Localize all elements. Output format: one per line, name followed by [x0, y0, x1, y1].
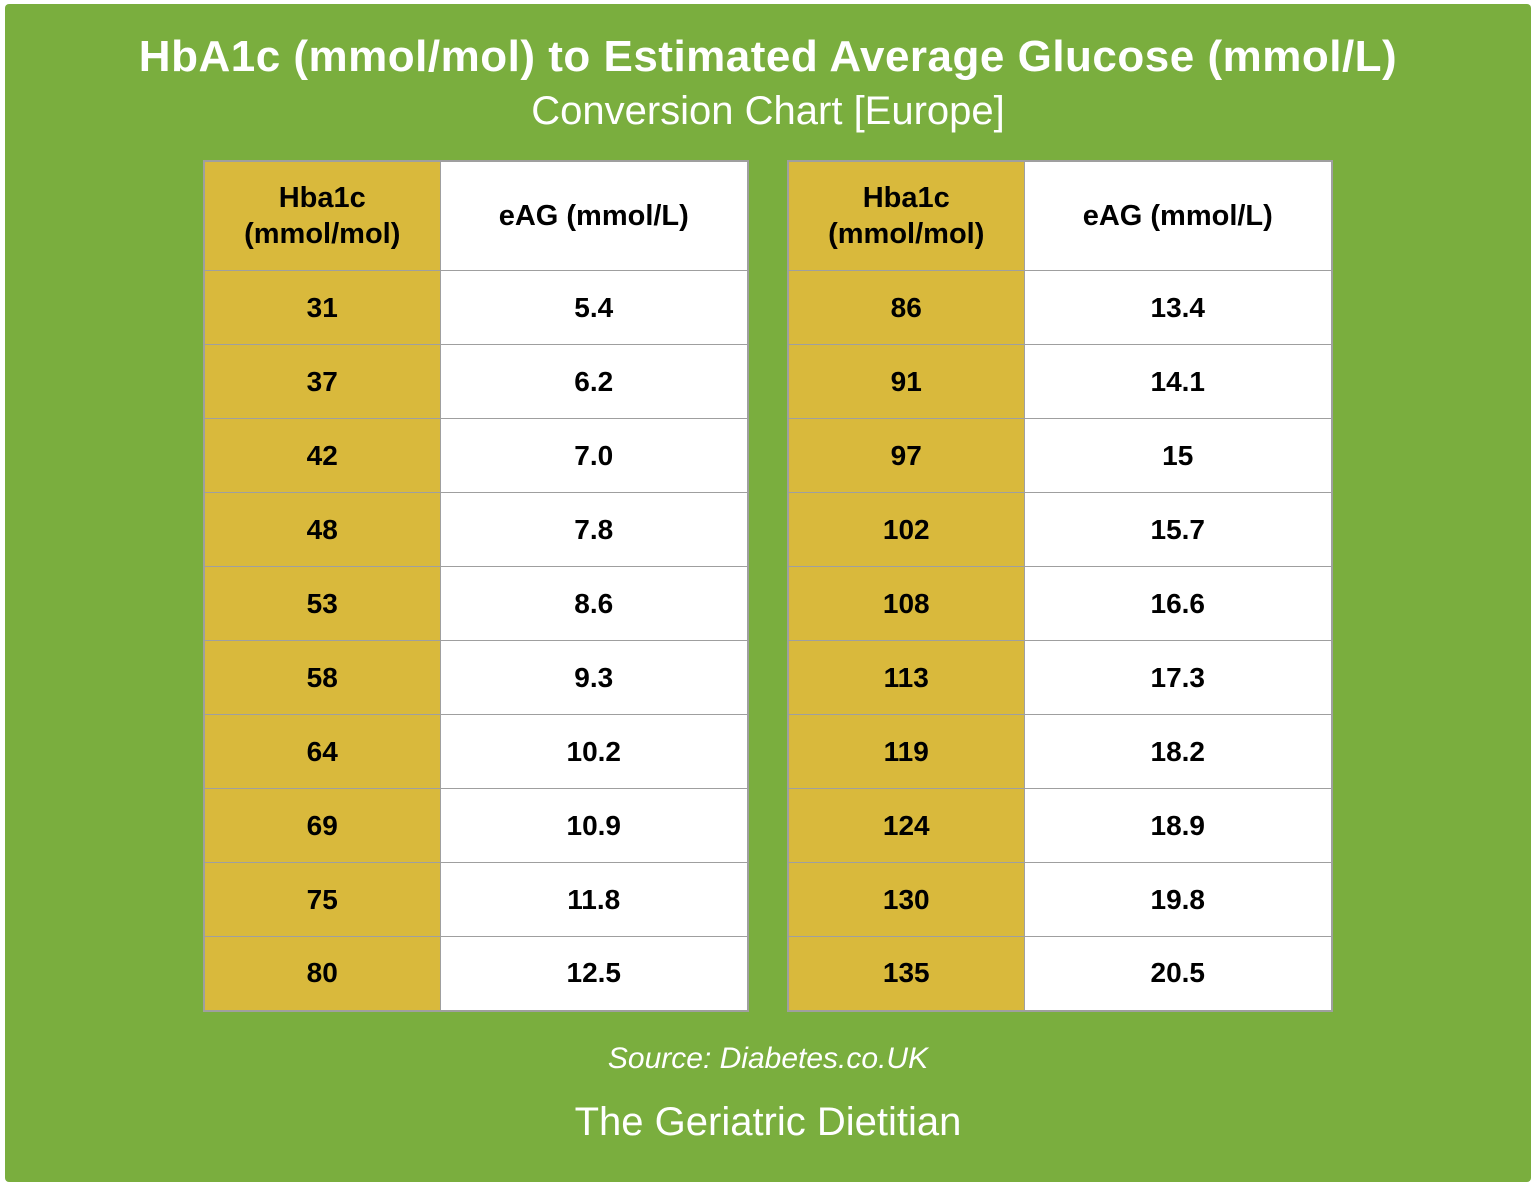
table-row: 9715	[788, 419, 1332, 493]
cell-eag: 12.5	[440, 937, 748, 1011]
chart-subtitle: Conversion Chart [Europe]	[531, 89, 1005, 134]
cell-eag: 15.7	[1024, 493, 1332, 567]
tables-container: Hba1c (mmol/mol) eAG (mmol/L) 315.4376.2…	[203, 160, 1333, 1012]
source-text: Source: Diabetes.co.UK	[608, 1042, 928, 1076]
cell-hba1c: 102	[788, 493, 1024, 567]
table-row: 12418.9	[788, 789, 1332, 863]
table-header-row: Hba1c (mmol/mol) eAG (mmol/L)	[204, 161, 748, 271]
cell-eag: 5.4	[440, 271, 748, 345]
table-row: 427.0	[204, 419, 748, 493]
col-header-eag: eAG (mmol/L)	[440, 161, 748, 271]
cell-hba1c: 42	[204, 419, 440, 493]
cell-eag: 7.0	[440, 419, 748, 493]
table-row: 11317.3	[788, 641, 1332, 715]
cell-eag: 10.2	[440, 715, 748, 789]
table-row: 376.2	[204, 345, 748, 419]
table-row: 11918.2	[788, 715, 1332, 789]
conversion-table-left: Hba1c (mmol/mol) eAG (mmol/L) 315.4376.2…	[203, 160, 749, 1012]
chart-title: HbA1c (mmol/mol) to Estimated Average Gl…	[139, 32, 1397, 83]
table-row: 8613.4	[788, 271, 1332, 345]
cell-eag: 8.6	[440, 567, 748, 641]
cell-hba1c: 75	[204, 863, 440, 937]
header-hba1c-line2: (mmol/mol)	[244, 218, 400, 250]
table-row: 13520.5	[788, 937, 1332, 1011]
cell-eag: 11.8	[440, 863, 748, 937]
col-header-hba1c: Hba1c (mmol/mol)	[788, 161, 1024, 271]
table-row: 538.6	[204, 567, 748, 641]
header-hba1c-line1: Hba1c	[863, 182, 950, 214]
cell-hba1c: 31	[204, 271, 440, 345]
table-row: 487.8	[204, 493, 748, 567]
cell-hba1c: 135	[788, 937, 1024, 1011]
table-row: 8012.5	[204, 937, 748, 1011]
table-row: 10816.6	[788, 567, 1332, 641]
table-right-body: 8613.49114.1971510215.710816.611317.3119…	[788, 271, 1332, 1011]
cell-eag: 15	[1024, 419, 1332, 493]
conversion-chart: HbA1c (mmol/mol) to Estimated Average Gl…	[5, 4, 1531, 1182]
cell-eag: 18.2	[1024, 715, 1332, 789]
cell-eag: 13.4	[1024, 271, 1332, 345]
cell-eag: 16.6	[1024, 567, 1332, 641]
cell-eag: 9.3	[440, 641, 748, 715]
table-row: 7511.8	[204, 863, 748, 937]
table-row: 10215.7	[788, 493, 1332, 567]
cell-hba1c: 86	[788, 271, 1024, 345]
cell-hba1c: 119	[788, 715, 1024, 789]
table-header-row: Hba1c (mmol/mol) eAG (mmol/L)	[788, 161, 1332, 271]
table-row: 6410.2	[204, 715, 748, 789]
table-row: 589.3	[204, 641, 748, 715]
cell-eag: 10.9	[440, 789, 748, 863]
table-row: 13019.8	[788, 863, 1332, 937]
cell-hba1c: 80	[204, 937, 440, 1011]
cell-eag: 20.5	[1024, 937, 1332, 1011]
cell-hba1c: 58	[204, 641, 440, 715]
cell-hba1c: 108	[788, 567, 1024, 641]
table-row: 9114.1	[788, 345, 1332, 419]
cell-hba1c: 130	[788, 863, 1024, 937]
cell-eag: 7.8	[440, 493, 748, 567]
conversion-table-right: Hba1c (mmol/mol) eAG (mmol/L) 8613.49114…	[787, 160, 1333, 1012]
page-wrap: HbA1c (mmol/mol) to Estimated Average Gl…	[0, 0, 1536, 1187]
header-hba1c-line1: Hba1c	[279, 182, 366, 214]
cell-eag: 18.9	[1024, 789, 1332, 863]
cell-hba1c: 53	[204, 567, 440, 641]
col-header-hba1c: Hba1c (mmol/mol)	[204, 161, 440, 271]
cell-hba1c: 64	[204, 715, 440, 789]
cell-hba1c: 124	[788, 789, 1024, 863]
cell-eag: 19.8	[1024, 863, 1332, 937]
table-row: 315.4	[204, 271, 748, 345]
header-hba1c-line2: (mmol/mol)	[828, 218, 984, 250]
cell-hba1c: 113	[788, 641, 1024, 715]
cell-hba1c: 97	[788, 419, 1024, 493]
brand-text: The Geriatric Dietitian	[575, 1100, 962, 1145]
col-header-eag: eAG (mmol/L)	[1024, 161, 1332, 271]
cell-eag: 6.2	[440, 345, 748, 419]
table-left-body: 315.4376.2427.0487.8538.6589.36410.26910…	[204, 271, 748, 1011]
cell-eag: 14.1	[1024, 345, 1332, 419]
cell-hba1c: 37	[204, 345, 440, 419]
cell-hba1c: 48	[204, 493, 440, 567]
table-row: 6910.9	[204, 789, 748, 863]
cell-eag: 17.3	[1024, 641, 1332, 715]
cell-hba1c: 91	[788, 345, 1024, 419]
cell-hba1c: 69	[204, 789, 440, 863]
